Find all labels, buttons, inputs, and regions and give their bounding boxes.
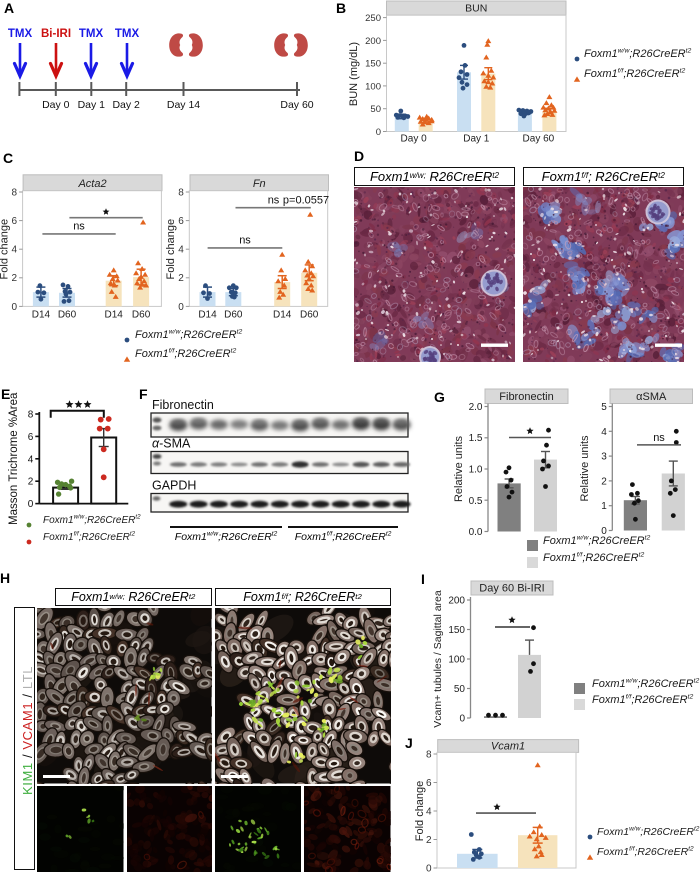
svg-text:Day 0: Day 0 — [42, 99, 70, 111]
svg-text:GAPDH: GAPDH — [152, 479, 196, 493]
svg-text:4: 4 — [28, 454, 34, 465]
svg-text:Day 60: Day 60 — [280, 99, 313, 111]
svg-text:Fold change: Fold change — [414, 781, 426, 842]
svg-text:Vcam+ tubules / Sagittal area: Vcam+ tubules / Sagittal area — [432, 590, 444, 728]
svg-text:BUN: BUN — [465, 3, 487, 15]
svg-text:Fold change: Fold change — [165, 219, 177, 280]
svg-text:Fn: Fn — [253, 178, 266, 190]
svg-text:6: 6 — [178, 216, 184, 227]
svg-text:4: 4 — [178, 245, 184, 256]
svg-text:Day 0: Day 0 — [401, 134, 428, 145]
svg-text:Fibronectin: Fibronectin — [152, 398, 214, 412]
svg-text:200: 200 — [365, 36, 381, 47]
svg-text:ns: ns — [268, 195, 280, 207]
svg-text:Masson Trichrome %Area: Masson Trichrome %Area — [8, 392, 20, 525]
svg-text:1.5: 1.5 — [469, 433, 483, 444]
svg-text:0.5: 0.5 — [469, 496, 483, 507]
svg-text:Bi-IRI: Bi-IRI — [41, 28, 71, 40]
svg-text:Relative units: Relative units — [453, 435, 465, 502]
svg-text:4: 4 — [12, 245, 18, 256]
svg-text:6: 6 — [426, 778, 432, 789]
svg-text:D60: D60 — [300, 309, 319, 320]
svg-text:50: 50 — [370, 104, 381, 115]
svg-text:0: 0 — [12, 302, 18, 313]
svg-text:ns: ns — [73, 221, 85, 233]
svg-text:0: 0 — [178, 302, 184, 313]
svg-text:4: 4 — [426, 807, 432, 818]
svg-text:1: 1 — [601, 501, 607, 512]
svg-text:8: 8 — [12, 187, 18, 198]
svg-text:6: 6 — [28, 432, 34, 443]
svg-text:2: 2 — [12, 273, 18, 284]
svg-text:ns: ns — [239, 235, 251, 247]
svg-text:TMX: TMX — [79, 28, 104, 40]
svg-text:100: 100 — [365, 81, 381, 92]
svg-text:Day 1: Day 1 — [78, 99, 106, 111]
svg-text:Day 2: Day 2 — [112, 99, 140, 111]
svg-text:5: 5 — [601, 402, 607, 413]
svg-text:0: 0 — [426, 864, 432, 873]
svg-text:α-SMA: α-SMA — [152, 437, 191, 451]
svg-text:αSMA: αSMA — [636, 391, 667, 403]
svg-text:D14: D14 — [32, 309, 51, 320]
svg-text:3: 3 — [601, 452, 607, 463]
svg-text:8: 8 — [426, 750, 432, 761]
svg-text:150: 150 — [448, 625, 465, 636]
svg-text:Fold change: Fold change — [0, 219, 11, 280]
svg-text:D60: D60 — [58, 309, 77, 320]
svg-text:200: 200 — [448, 596, 465, 607]
svg-text:Relative units: Relative units — [579, 435, 591, 502]
svg-text:150: 150 — [365, 59, 381, 70]
svg-text:2: 2 — [426, 835, 432, 846]
svg-text:8: 8 — [178, 187, 184, 198]
svg-text:TMX: TMX — [8, 28, 33, 40]
svg-text:2: 2 — [178, 273, 184, 284]
svg-text:Day 14: Day 14 — [167, 99, 200, 111]
svg-text:p=0.0557: p=0.0557 — [283, 195, 329, 207]
svg-text:2.0: 2.0 — [469, 402, 483, 413]
svg-text:8: 8 — [28, 410, 34, 421]
svg-text:0: 0 — [459, 714, 465, 725]
svg-text:ns: ns — [653, 432, 665, 444]
svg-text:2: 2 — [28, 477, 34, 488]
svg-text:0: 0 — [28, 499, 34, 510]
svg-text:D60: D60 — [132, 309, 151, 320]
svg-text:Acta2: Acta2 — [77, 178, 106, 190]
svg-text:4: 4 — [601, 427, 607, 438]
svg-text:0: 0 — [376, 127, 381, 138]
svg-text:Day 60: Day 60 — [523, 134, 555, 145]
svg-text:D60: D60 — [224, 309, 243, 320]
svg-text:D14: D14 — [105, 309, 124, 320]
svg-text:Vcam1: Vcam1 — [491, 741, 525, 753]
svg-text:100: 100 — [448, 655, 465, 666]
svg-text:0.0: 0.0 — [469, 527, 483, 538]
svg-text:Day 1: Day 1 — [463, 134, 490, 145]
svg-text:D14: D14 — [198, 309, 217, 320]
svg-text:2: 2 — [601, 476, 607, 487]
svg-text:Fibronectin: Fibronectin — [499, 391, 553, 403]
svg-text:BUN (mg/dL): BUN (mg/dL) — [348, 42, 360, 106]
svg-text:6: 6 — [12, 216, 18, 227]
svg-text:0: 0 — [601, 526, 607, 537]
svg-text:250: 250 — [365, 13, 381, 24]
svg-text:TMX: TMX — [115, 28, 140, 40]
svg-text:D14: D14 — [273, 309, 292, 320]
svg-text:50: 50 — [454, 684, 466, 695]
svg-text:1.0: 1.0 — [469, 465, 483, 476]
svg-text:Day 60 Bi-IRI: Day 60 Bi-IRI — [479, 583, 544, 595]
